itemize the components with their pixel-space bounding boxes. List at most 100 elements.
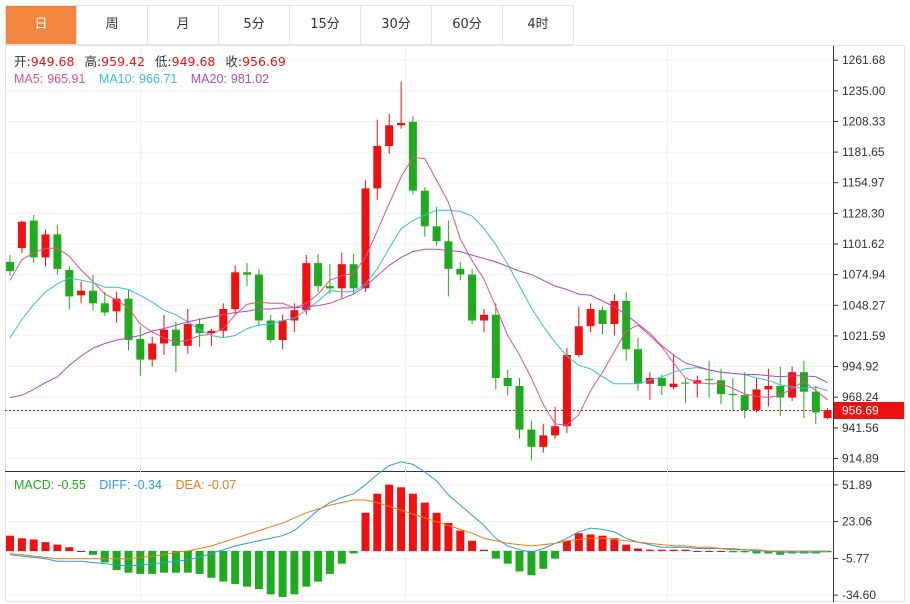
candle-down: [799, 360, 808, 419]
candle-down: [432, 206, 441, 246]
macd-bar-positive: [669, 549, 678, 551]
macd-value: -0.55: [57, 478, 86, 492]
candle-up: [397, 81, 406, 129]
main-y-tick-label: 1101.62: [842, 237, 885, 251]
candle-down: [254, 268, 263, 327]
candle-up: [302, 255, 311, 315]
main-y-tick-label: 1208.33: [842, 114, 886, 128]
candle-body: [195, 324, 204, 334]
candle-down: [171, 321, 180, 373]
macd-y-tick-label: -34.60: [842, 588, 876, 602]
candle-up: [231, 265, 240, 315]
candle-body: [420, 190, 429, 227]
ma10-line: [9, 209, 828, 392]
candle-down: [728, 378, 737, 412]
candle-body: [65, 270, 74, 297]
candle-down: [811, 386, 820, 424]
candle-body: [515, 386, 524, 430]
candle-body: [657, 378, 666, 386]
macd-bar-negative: [207, 551, 216, 578]
macd-bar-positive: [444, 523, 453, 551]
candle-body: [562, 355, 571, 427]
ma20-value: 981.02: [231, 72, 269, 86]
main-y-tick-label: 1181.65: [842, 145, 885, 159]
macd-label: MACD:: [14, 478, 54, 492]
candle-down: [657, 374, 666, 396]
candle-body: [112, 298, 121, 312]
candle-body: [764, 386, 773, 390]
candle-up: [112, 291, 121, 323]
candle-body: [6, 261, 14, 272]
candle-up: [669, 353, 678, 390]
macd-bar-positive: [420, 502, 429, 551]
candle-up: [574, 306, 583, 358]
candle-down: [491, 303, 500, 390]
current-price-value: 956.69: [842, 404, 879, 418]
tab-30min[interactable]: 30分: [361, 6, 432, 44]
candle-down: [681, 379, 690, 404]
macd-bar-negative: [266, 551, 275, 595]
macd-bar-positive: [6, 535, 14, 551]
tab-month[interactable]: 月: [148, 6, 219, 44]
candle-body: [385, 125, 394, 146]
candle-up: [17, 220, 26, 253]
tab-5min[interactable]: 5分: [219, 6, 290, 44]
candle-down: [444, 220, 453, 297]
tab-day[interactable]: 日: [6, 6, 77, 44]
candle-body: [325, 286, 334, 289]
candle-body: [776, 386, 785, 398]
candle-body: [254, 274, 263, 321]
candle-down: [776, 366, 785, 416]
candle-down: [266, 314, 275, 343]
candle-down: [740, 372, 749, 419]
macd-bar-negative: [100, 551, 109, 563]
candle-up: [551, 406, 560, 439]
macd-y-tick-label: -5.77: [842, 551, 870, 565]
candle-up: [148, 336, 157, 367]
candle-body: [480, 314, 488, 321]
macd-bar-positive: [622, 544, 631, 551]
candle-up: [183, 309, 192, 354]
candle-down: [515, 378, 524, 439]
candle-body: [171, 329, 180, 346]
ma20-line: [9, 248, 828, 398]
high-value: 959.42: [101, 54, 145, 69]
macd-bar-positive: [681, 549, 690, 551]
candle-down: [349, 253, 358, 295]
main-y-tick-label: 1128.30: [842, 206, 885, 220]
macd-bar-positive: [65, 547, 74, 551]
macd-bar-negative: [728, 551, 737, 553]
tab-4hour[interactable]: 4时: [527, 17, 549, 32]
diff-label: DIFF:: [99, 478, 130, 492]
candle-body: [243, 272, 251, 275]
macd-y-tick-label: 51.89: [842, 478, 872, 492]
macd-bar-negative: [254, 551, 263, 590]
candle-body: [456, 268, 465, 275]
diff-value: -0.34: [134, 478, 163, 492]
candle-up: [219, 303, 228, 338]
candle-up: [77, 281, 86, 304]
candle-body: [89, 290, 97, 304]
tab-15min[interactable]: 15分: [290, 6, 361, 44]
candle-body: [634, 349, 642, 384]
candle-body: [314, 263, 323, 287]
candle-down: [124, 289, 133, 351]
ma20-label: MA20:: [191, 72, 227, 86]
macd-histogram: [6, 484, 832, 597]
candle-body: [705, 379, 714, 381]
macd-bar-positive: [705, 551, 714, 552]
macd-bar-positive: [562, 540, 571, 551]
macd-bar-negative: [491, 551, 500, 559]
macd-bar-positive: [693, 551, 702, 552]
candle-down: [53, 225, 62, 275]
tab-week[interactable]: 周: [77, 6, 148, 44]
main-y-tick-label: 1235.00: [842, 84, 886, 98]
close-label: 收:: [225, 54, 242, 69]
macd-bar-negative: [160, 551, 168, 573]
macd-y-tick-label: 23.06: [842, 515, 872, 529]
dea-value: -0.07: [208, 478, 237, 492]
main-y-tick-label: 1261.68: [842, 53, 886, 67]
tab-60min[interactable]: 60分: [432, 6, 503, 44]
macd-bar-negative: [148, 551, 157, 574]
